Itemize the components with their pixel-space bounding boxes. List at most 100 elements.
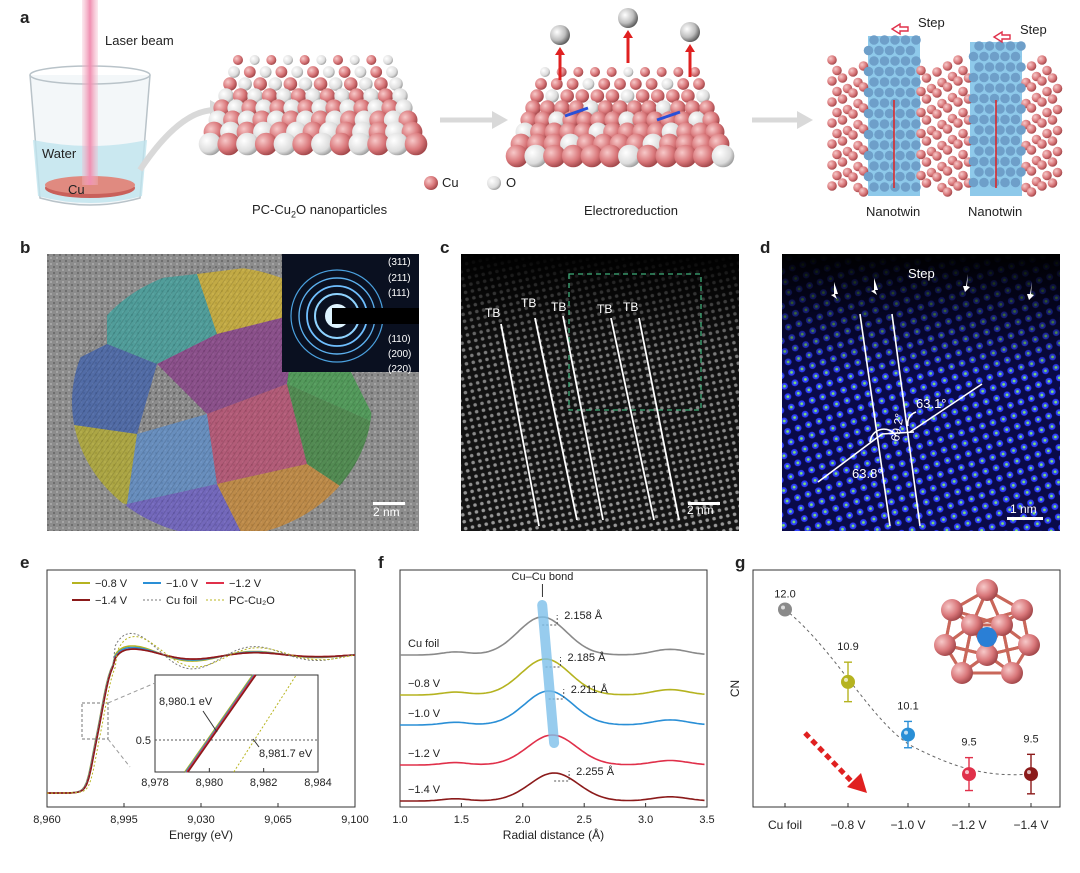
exafs-chart: 1.0 1.5 2.0 2.5 3.0 3.5 Radial distance (Å) Cu …: [392, 569, 715, 842]
category-label: −0.8 V: [830, 818, 865, 832]
twin-boundary-label: TB: [521, 296, 537, 310]
step-label-d: Step: [908, 266, 935, 281]
peak-label: 2.255 Å: [576, 765, 615, 778]
category-label: −1.2 V: [951, 818, 986, 832]
xanes-curve-3: [47, 648, 356, 794]
x-axis-label: Energy (eV): [169, 828, 233, 842]
series-label: −1.4 V: [408, 784, 441, 796]
inset-x-tick: 8,978: [141, 777, 169, 789]
peak-label: 2.185 Å: [568, 651, 607, 664]
step-arrows: [831, 274, 1034, 300]
x-tick-label: 3.5: [699, 814, 714, 826]
cn-point: [901, 727, 915, 742]
xanes-curve-4: [47, 632, 356, 794]
x-tick-label: 8,960: [33, 814, 61, 826]
x-tick-label: 2.5: [577, 814, 592, 826]
electroreduction-caption: Electroreduction: [584, 203, 678, 218]
inset-x-tick: 8,980: [196, 777, 224, 789]
scale-label-c: 2 nm: [687, 503, 714, 517]
nanoparticle-cluster: [198, 55, 428, 156]
legend-cu-label: Cu: [442, 175, 459, 190]
value-label: 12.0: [774, 589, 795, 601]
value-label: 10.9: [837, 641, 858, 653]
series-label: −1.0 V: [408, 708, 441, 720]
rdf-curve: [400, 616, 705, 656]
x-tick-label: 9,100: [341, 814, 369, 826]
y-axis-label: CN: [728, 680, 742, 697]
bond-band: [537, 600, 560, 748]
saed-ring-label: (311): [388, 257, 411, 268]
step-label-2: Step: [1020, 22, 1047, 37]
inset-y-marker: 0.5: [136, 735, 151, 747]
xanes-chart: 8,960 8,995 9,030 9,065 9,100 Energy (eV) −0.8…: [33, 569, 369, 842]
step-arrow-icon: [890, 22, 909, 36]
category-label: −1.0 V: [890, 818, 925, 832]
inset-annotation-1: 8,980.1 eV: [159, 696, 213, 708]
nanotwin-label-1: Nanotwin: [866, 204, 921, 219]
saed-ring-label: (211): [388, 273, 411, 284]
legend-label: −0.8 V: [95, 578, 128, 590]
panel-letter-d: d: [760, 238, 771, 257]
cu-cluster-icon: [934, 579, 1040, 684]
panel-letter-c: c: [440, 238, 450, 257]
legend-label: Cu foil: [166, 595, 197, 607]
panel-letter-a: a: [20, 8, 30, 27]
scale-bar-c: [688, 502, 720, 505]
legend-label: PC-Cu₂O: [229, 595, 275, 607]
legend-o-label: O: [506, 175, 517, 190]
series-label: −0.8 V: [408, 678, 441, 690]
twin-boundary-label: TB: [551, 300, 567, 314]
saed-ring-label: (220): [388, 364, 412, 375]
cn-point: [778, 602, 792, 617]
x-tick-label: 1.5: [454, 814, 469, 826]
scale-bar-d: [1007, 517, 1043, 520]
value-label: 10.1: [897, 700, 918, 712]
legend-label: −1.2 V: [229, 578, 262, 590]
saed-ring-label: (111): [388, 288, 410, 299]
saed-ring-label: (200): [388, 349, 412, 360]
atomic-image: [782, 254, 1060, 531]
category-label: Cu foil: [768, 818, 802, 832]
inset-x-tick: 8,982: [250, 777, 278, 789]
water-label: Water: [42, 146, 77, 161]
electroreduced-cluster: [505, 8, 735, 168]
value-label: 9.5: [1023, 733, 1038, 745]
inset-x-tick: 8,984: [304, 777, 332, 789]
panel-letter-f: f: [378, 553, 384, 572]
nanoparticles-caption: PC-Cu2O nanoparticles: [252, 202, 388, 220]
x-axis-label: Radial distance (Å): [503, 827, 604, 842]
x-tick-label: 1.0: [392, 814, 407, 826]
nanotwin-label-2: Nanotwin: [968, 204, 1023, 219]
panel-a-schematic: [29, 0, 1063, 206]
haadf-image: [461, 254, 739, 531]
arrow-1-icon: [137, 107, 216, 172]
saed-ring-label: (110): [388, 334, 411, 345]
angle-label-3: 63.8°: [852, 466, 883, 481]
tem-image: [47, 254, 419, 531]
legend-o-dot: [487, 176, 501, 190]
step-arrow-icon: [992, 30, 1011, 44]
xanes-curve-5: [47, 635, 356, 794]
legend-cu-dot: [424, 176, 438, 190]
trend-arrow-icon: [803, 731, 857, 787]
panel-letter-b: b: [20, 238, 31, 257]
series-label: −1.2 V: [408, 748, 441, 760]
scale-label-d: 1 nm: [1010, 502, 1037, 516]
step-label-1: Step: [918, 15, 945, 30]
laser-beam: [82, 0, 98, 185]
peak-label: 2.158 Å: [564, 609, 603, 622]
scale-bar-b: [373, 502, 405, 505]
cu-label: Cu: [68, 182, 85, 197]
twin-boundary-label: TB: [485, 306, 501, 320]
panel-letter-e: e: [20, 553, 30, 572]
legend-label: −1.4 V: [95, 595, 128, 607]
x-tick-label: 2.0: [515, 814, 530, 826]
laser-beam-label: Laser beam: [105, 33, 174, 48]
scale-label-b: 2 nm: [373, 505, 400, 519]
twin-boundary-label: TB: [623, 300, 639, 314]
inset-annotation-2: 8,981.7 eV: [259, 748, 313, 760]
nanotwin-lattice: [827, 35, 1063, 197]
x-tick-label: 9,065: [264, 814, 292, 826]
angle-label-1: 63.1°: [916, 396, 947, 411]
rdf-curve: [400, 772, 705, 802]
